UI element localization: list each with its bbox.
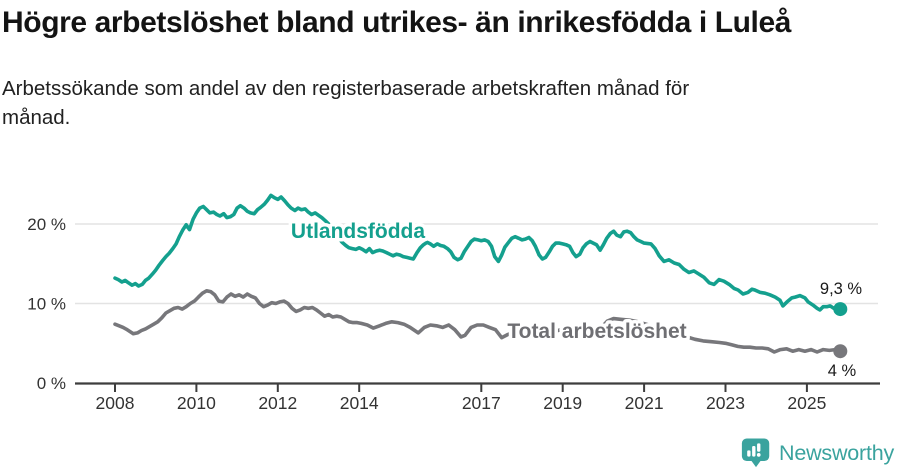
- x-axis-tick-label: 2014: [340, 393, 379, 413]
- brand-name: Newsworthy: [779, 441, 895, 465]
- y-axis-tick-label: 20 %: [27, 215, 66, 234]
- bar-chart-speech-bubble-icon: [741, 438, 770, 468]
- x-axis-tick-label: 2010: [177, 393, 216, 413]
- x-axis-tick-label: 2019: [543, 393, 582, 413]
- x-axis-tick-label: 2008: [96, 393, 135, 413]
- series-line-total-arbetsloshet: [113, 288, 843, 354]
- x-axis-tick-label: 2023: [706, 393, 745, 413]
- series-end-value-label: 9,3 %: [820, 280, 863, 298]
- chart-subtitle: Arbetssökande som andel av den registerb…: [2, 77, 690, 130]
- series-end-dot: [833, 344, 848, 359]
- y-axis-tick-label: 10 %: [27, 295, 66, 314]
- series-label-total-arbetsloshet: Total arbetslöshet: [507, 320, 686, 343]
- x-axis-tick-label: 2017: [462, 393, 501, 413]
- x-axis-tick-label: 2012: [258, 393, 297, 413]
- page-title: Högre arbetslöshet bland utrikes- än inr…: [2, 6, 792, 39]
- series-end-dot: [833, 302, 848, 317]
- x-axis-tick-label: 2025: [787, 393, 826, 413]
- series-end-value-label: 4 %: [828, 362, 857, 380]
- brand-footer: Newsworthy: [741, 437, 894, 470]
- series-label-utlandsfodda: Utlandsfödda: [291, 220, 425, 243]
- y-axis-tick-label: 0 %: [37, 374, 66, 393]
- series-line-utlandsfodda: [113, 193, 843, 312]
- x-axis-tick-label: 2021: [625, 393, 664, 413]
